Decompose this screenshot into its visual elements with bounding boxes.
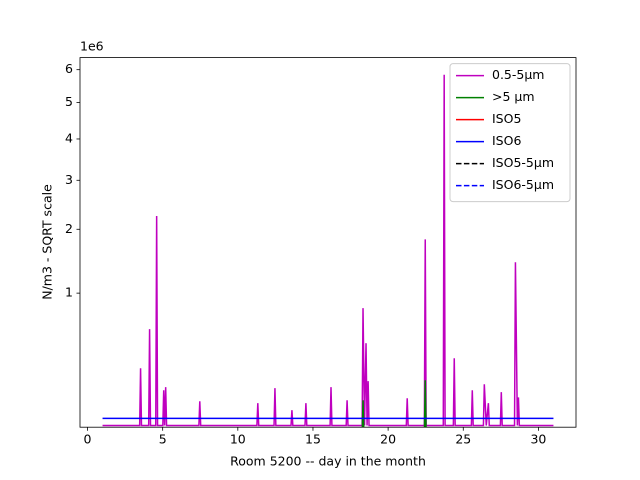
x-tick-label: 0 [84,432,92,447]
x-tick-label: 10 [230,432,246,447]
y-tick-label: 3 [65,172,73,187]
y-tick-label: 4 [65,130,73,145]
y-tick-label: 5 [65,94,73,109]
y-tick-label: 2 [65,221,73,236]
y-tick-label: 6 [65,61,73,76]
legend-label: ISO5-5µm [492,155,554,170]
legend-label: ISO5 [492,111,521,126]
y-tick-label: 1 [65,285,73,300]
x-tick-label: 5 [159,432,167,447]
x-tick-label: 25 [455,432,471,447]
y-offset-label: 1e6 [80,39,104,54]
x-tick-label: 30 [530,432,546,447]
legend-label: >5 µm [492,89,535,104]
x-tick-label: 15 [305,432,321,447]
series-line [102,74,554,427]
x-axis-label: Room 5200 -- day in the month [230,454,426,469]
legend-label: ISO6-5µm [492,177,554,192]
legend-label: 0.5-5µm [492,67,544,82]
x-tick-label: 20 [380,432,396,447]
legend-label: ISO6 [492,133,521,148]
axes-frame [79,57,577,428]
y-axis-label: N/m3 - SQRT scale [40,184,55,300]
